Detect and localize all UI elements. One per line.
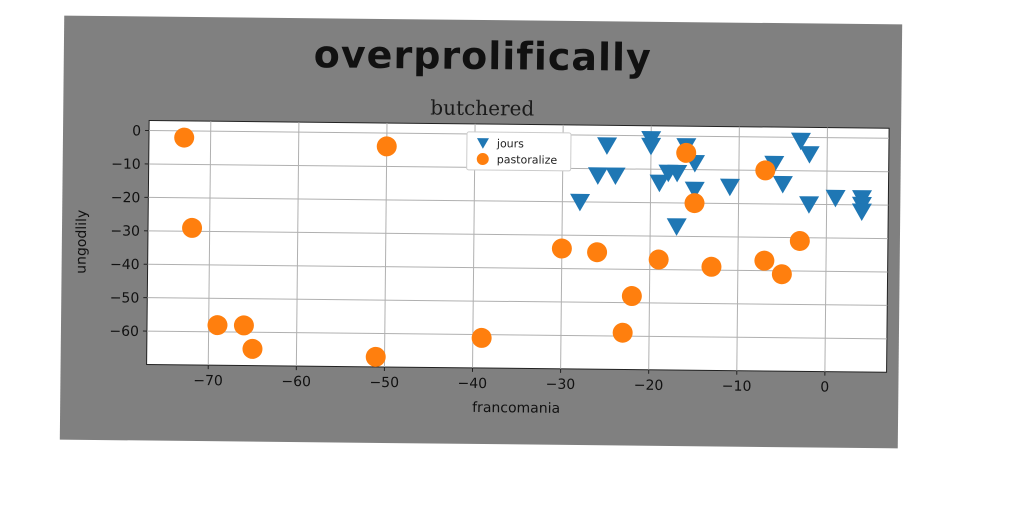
x-tick-label: −50 (369, 375, 399, 391)
point-pastoralize (207, 315, 228, 336)
legend-marker-pastoralize (476, 153, 489, 166)
point-jours (597, 137, 618, 155)
x-tick-label: −70 (193, 373, 223, 389)
point-pastoralize (551, 238, 572, 259)
y-ticks: 0 −10 −20 −30 −40 −50 −60 (109, 123, 150, 340)
point-jours (720, 178, 740, 197)
point-pastoralize (676, 142, 697, 163)
point-pastoralize (754, 250, 775, 271)
x-tick-label: 0 (820, 380, 829, 396)
point-pastoralize (621, 286, 642, 307)
point-jours (587, 167, 608, 185)
point-jours (851, 203, 872, 222)
legend: jours pastoralize (466, 131, 572, 172)
y-tick-label: −10 (111, 157, 141, 173)
point-jours (605, 167, 626, 186)
y-gridline (146, 330, 887, 340)
x-gridline (383, 123, 388, 368)
point-jours (772, 175, 793, 194)
y-gridline (147, 230, 888, 240)
point-jours (641, 137, 662, 156)
point-jours (666, 218, 687, 236)
point-pastoralize (587, 242, 608, 263)
legend-marker-jours (476, 138, 489, 149)
x-tick-label: −20 (634, 378, 664, 394)
point-jours (799, 146, 820, 164)
point-pastoralize (174, 127, 195, 148)
x-tick-label: −10 (722, 379, 752, 395)
point-pastoralize (233, 315, 254, 336)
y-tick-label: −50 (110, 290, 140, 306)
point-jours (684, 181, 705, 200)
point-pastoralize (471, 327, 492, 348)
x-gridline (648, 125, 652, 370)
point-jours (825, 189, 846, 208)
data-marks (174, 127, 873, 367)
point-pastoralize (771, 264, 792, 285)
point-pastoralize (182, 217, 203, 238)
point-jours (570, 193, 591, 212)
point-pastoralize (684, 193, 705, 214)
scatter-plot: −70 −60 −50 −40 −30 −20 −10 0 0−10−20−30−40−50−… (74, 120, 890, 417)
point-pastoralize (612, 322, 633, 343)
point-pastoralize (242, 338, 263, 359)
y-gridline (147, 297, 888, 306)
point-pastoralize (365, 346, 386, 367)
y-tick-label: −30 (110, 223, 140, 239)
point-pastoralize (755, 160, 776, 181)
x-axis-label: francomania (472, 400, 560, 417)
x-gridline (295, 122, 300, 367)
x-gridline (824, 127, 828, 372)
point-jours (799, 196, 820, 214)
y-gridline (147, 263, 888, 273)
point-jours (649, 174, 670, 193)
y-gridline (148, 196, 889, 206)
x-tick-label: −40 (458, 376, 488, 392)
figure-card: overprolifically butchered −70 −60 −50 −40−… (59, 15, 903, 449)
y-tick-label: −40 (110, 257, 140, 273)
point-jours (790, 132, 811, 151)
legend-box (466, 131, 572, 172)
y-tick-label: −20 (111, 190, 141, 206)
point-pastoralize (648, 249, 669, 270)
y-tick-label: 0 (132, 123, 141, 139)
x-gridline (736, 126, 740, 371)
x-tick-label: −30 (546, 377, 576, 393)
point-jours (667, 164, 688, 183)
x-tick-label: −60 (281, 374, 311, 390)
point-pastoralize (376, 136, 397, 157)
y-axis-label: ungodlily (74, 210, 91, 274)
legend-label-pastoralize: pastoralize (497, 153, 558, 167)
y-tick-label: −60 (109, 324, 139, 340)
point-pastoralize (789, 230, 810, 251)
x-ticks: −70 −60 −50 −40 −30 −20 −10 0 (193, 365, 829, 396)
point-pastoralize (701, 256, 722, 277)
legend-label-jours: jours (496, 137, 524, 150)
point-jours (764, 155, 785, 174)
